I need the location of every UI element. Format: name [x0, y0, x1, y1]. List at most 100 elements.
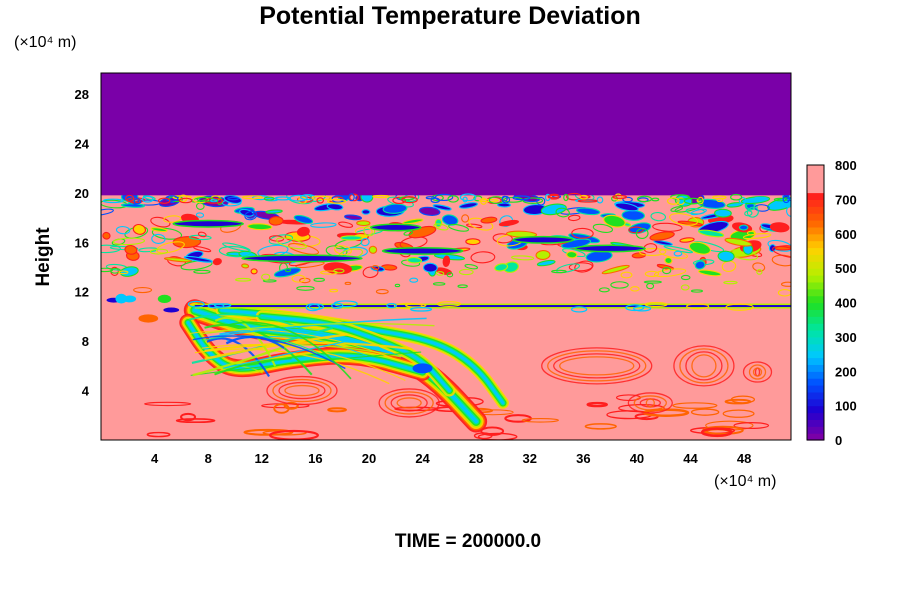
field-turbulent-blob [650, 211, 667, 222]
field-turbulent-blob [576, 207, 601, 216]
y-tick-label: 24 [75, 136, 90, 151]
field-turbulent-blob [150, 227, 168, 233]
field-mid-blob [756, 269, 763, 275]
x-tick-label: 8 [205, 451, 212, 466]
field-upper-layer [101, 73, 791, 196]
field-turbulent-blob [149, 248, 169, 255]
colorbar-segment [807, 405, 824, 414]
field-turbulent-blob [124, 244, 138, 255]
field-ground-wisp [273, 403, 290, 414]
field-turbulent-blob [567, 214, 581, 222]
field-mid-blob [457, 284, 468, 289]
field-turbulent-blob [752, 262, 766, 272]
field-turbulent-blob [698, 269, 722, 277]
field-top-fringe [501, 195, 511, 204]
field-turbulent-blob [442, 255, 451, 267]
field-turbulent-blob [102, 231, 111, 240]
field-top-fringe [331, 195, 345, 204]
time-label: TIME = 200000.0 [394, 531, 542, 552]
y-tick-labels: 4 8 12 16 20 24 28 [75, 87, 90, 399]
colorbar-tick-label: 300 [835, 330, 857, 345]
field-turbulent-blob [101, 244, 122, 254]
colorbar-segment [807, 336, 824, 345]
field-turbulent-blob [458, 202, 478, 209]
field-interface-blob [305, 303, 321, 312]
field-turbulent-blob [679, 237, 695, 243]
field-turbulent-blob [326, 203, 344, 211]
field-plume-filament [201, 322, 435, 335]
field-ground-wisp [700, 427, 733, 438]
field-top-fringe [683, 197, 703, 205]
field-ground-wisp [586, 401, 608, 408]
field-turbulent-blob [150, 216, 171, 228]
field-turbulent-blob [498, 219, 519, 227]
field-edge-patch [138, 314, 159, 323]
field-mid-blob [630, 286, 640, 292]
y-tick-label: 28 [75, 87, 89, 102]
field-top-fringe [210, 199, 218, 203]
colorbar-segment [807, 247, 824, 255]
field-turbulent-blob [247, 223, 273, 231]
field-mid-blob [723, 280, 738, 285]
field-turbulent-blob [653, 240, 673, 246]
field-turbulent-blob [461, 214, 470, 223]
field-top-fringe [125, 194, 135, 202]
colorbar-segment [807, 302, 824, 310]
field-top-fringe [666, 197, 680, 205]
colorbar-segment [807, 433, 824, 441]
field-eddy-contour [645, 398, 655, 408]
colorbar-tick-label: 0 [835, 433, 842, 448]
colorbar-frame [806, 164, 825, 441]
field-mid-blob [296, 285, 315, 291]
field-turbulent-blob [746, 206, 759, 218]
x-tick-label: 16 [308, 451, 322, 466]
field-turbulent-blob [714, 208, 732, 218]
field-turbulent-blob [742, 233, 772, 240]
field-top-fringe [425, 196, 436, 200]
field-mid-blob [375, 289, 389, 295]
x-tick-labels: 4 8 12 16 20 24 28 32 36 40 44 48 [151, 451, 751, 466]
field-turbulent-blob [653, 268, 687, 278]
field-top-fringe [730, 193, 743, 201]
field-mid-blob [344, 281, 352, 285]
field-interface-blob [644, 301, 668, 308]
field-top-fringe [512, 195, 531, 201]
field-turbulent-blob [631, 252, 647, 259]
field-plume-filament [206, 337, 270, 377]
field-mid-blob [329, 288, 339, 293]
field-top-fringe [102, 198, 124, 204]
field-turbulent-blob [360, 237, 370, 247]
x-tick-label: 4 [151, 451, 159, 466]
colorbar-segment [807, 192, 824, 200]
field-turbulent-blob [250, 268, 258, 275]
field-ground-wisp [180, 412, 197, 422]
field-ground-wisp [146, 431, 171, 438]
field-top-fringe [178, 197, 193, 204]
field-top-fringe [782, 195, 790, 204]
field-blue-streak [172, 219, 244, 228]
field-turbulent-blob [265, 209, 283, 214]
field-eddy-contour [272, 378, 332, 403]
field-top-fringe [348, 193, 355, 202]
field-turbulent-blob [296, 226, 310, 237]
chart-title: Potential Temperature Deviation [259, 2, 641, 30]
field-top-fringe [372, 194, 390, 199]
field-mid-blob [291, 274, 306, 283]
field-top-fringe [773, 197, 788, 202]
field-turbulent-blob [244, 210, 258, 221]
field-top-fringe [192, 196, 210, 204]
field-turbulent-blob [368, 245, 378, 254]
field-top-fringe [563, 193, 569, 202]
colorbar-tick-label: 400 [835, 296, 857, 311]
field-turbulent-blob [193, 246, 212, 253]
colorbar-tick-label: 800 [835, 158, 857, 173]
field-top-fringe [651, 197, 660, 202]
field-mid-blob [313, 277, 325, 282]
field-turbulent-blob [402, 218, 424, 225]
field-mid-blob [432, 282, 446, 286]
field-turbulent-blob [556, 263, 581, 274]
field-eddy-contour [748, 364, 767, 380]
field-ground-wisp [283, 401, 299, 410]
field-mid-blob [780, 281, 791, 287]
